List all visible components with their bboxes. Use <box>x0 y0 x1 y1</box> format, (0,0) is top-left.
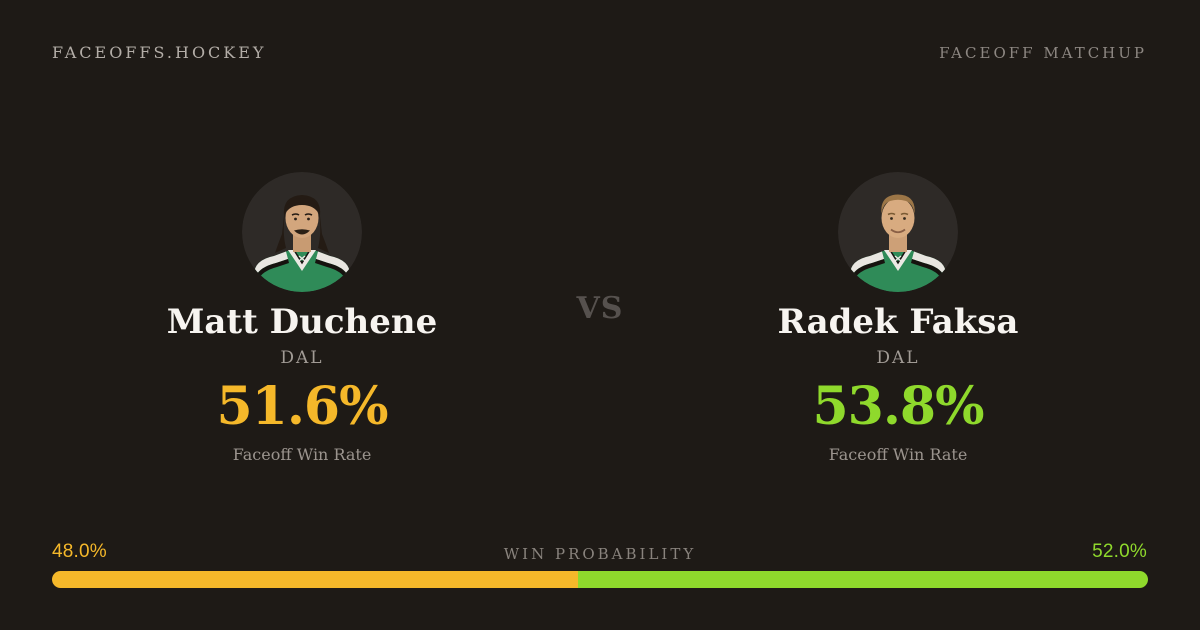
player-headshot-left <box>242 172 362 292</box>
stat-label: Faceoff Win Rate <box>828 444 968 464</box>
player-card-right: Radek Faksa DAL 53.8% Faceoff Win Rate <box>698 172 1098 464</box>
player-avatar-left <box>242 172 362 292</box>
player-faceoff-win-rate: 51.6% <box>216 375 388 437</box>
win-probability-left-value: 48.0% <box>52 541 107 562</box>
brand-logo-text: FACEOFFS.HOCKEY <box>52 43 267 62</box>
win-probability-right-segment <box>578 571 1148 588</box>
page-title: FACEOFF MATCHUP <box>939 44 1147 62</box>
player-team: DAL <box>280 347 324 368</box>
player-faceoff-win-rate: 53.8% <box>812 375 984 437</box>
win-probability-title: WIN PROBABILITY <box>503 545 697 563</box>
player-card-left: Matt Duchene DAL 51.6% Faceoff Win Rate <box>102 172 502 464</box>
win-probability-right-value: 52.0% <box>1092 541 1147 562</box>
vs-label: VS <box>576 291 624 326</box>
win-probability-bar <box>52 571 1148 588</box>
player-name: Radek Faksa <box>777 302 1019 342</box>
win-probability-left-segment <box>52 571 579 588</box>
player-name: Matt Duchene <box>166 302 438 342</box>
player-headshot-right <box>838 172 958 292</box>
stat-label: Faceoff Win Rate <box>232 444 372 464</box>
player-team: DAL <box>876 347 920 368</box>
player-avatar-right <box>838 172 958 292</box>
